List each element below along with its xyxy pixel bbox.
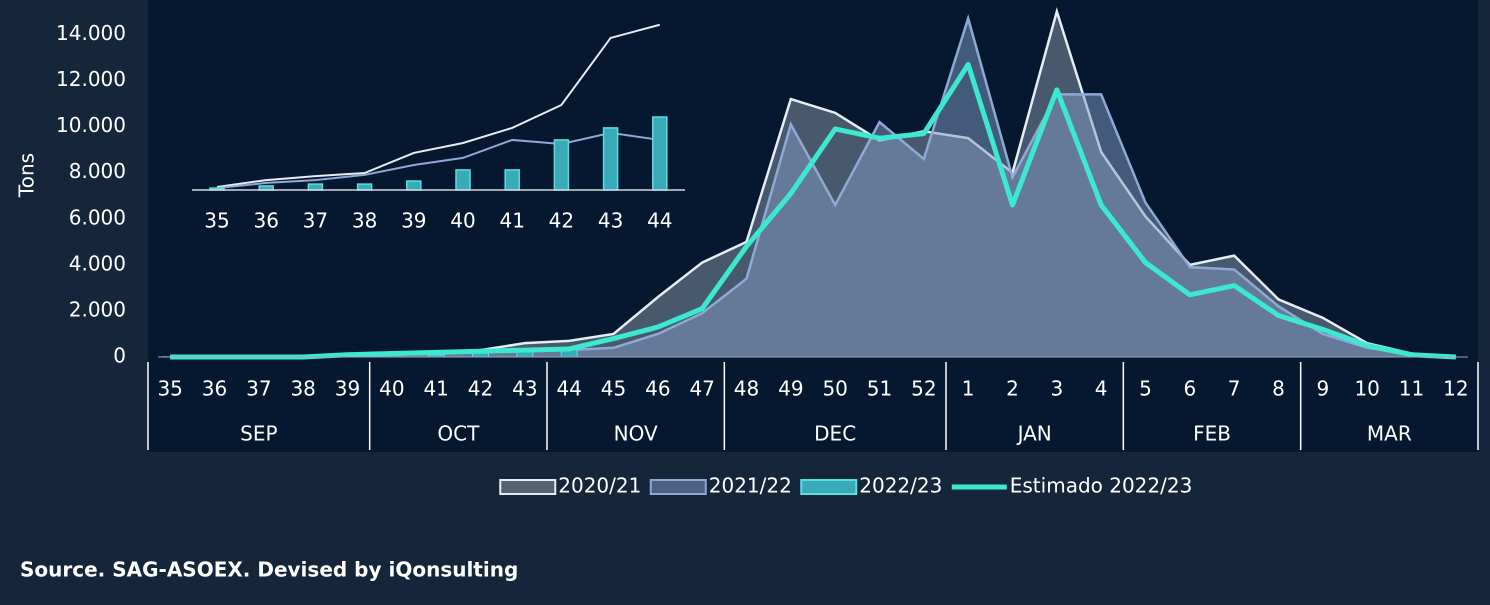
x-tick-label: 2 (1006, 377, 1019, 401)
x-tick-label: 44 (647, 209, 672, 233)
source-note: Source. SAG-ASOEX. Devised by iQonsultin… (20, 558, 518, 582)
x-group-label: NOV (614, 422, 658, 446)
x-tick-label: 8 (1272, 377, 1285, 401)
x-tick-label: 10 (1354, 377, 1379, 401)
x-tick-label: 45 (601, 377, 626, 401)
area-fill (170, 18, 1456, 357)
y-tick-label: 6.000 (69, 205, 126, 229)
x-group-label: OCT (437, 422, 480, 446)
x-group-label: JAN (1016, 422, 1052, 446)
y-tick-label: 4.000 (69, 251, 126, 275)
x-tick-label: 36 (202, 377, 227, 401)
y-tick-label: 0 (113, 344, 126, 368)
x-tick-label: 5 (1139, 377, 1152, 401)
x-tick-label: 37 (246, 377, 271, 401)
legend-swatch (499, 479, 557, 495)
bar (504, 169, 520, 191)
y-tick-label: 10.000 (56, 113, 126, 137)
x-group-label: SEP (240, 422, 277, 446)
x-tick-label: 9 (1316, 377, 1329, 401)
x-group-label: DEC (814, 422, 856, 446)
x-tick-label: 43 (512, 377, 537, 401)
bar (356, 183, 373, 191)
line (216, 23, 661, 188)
legend-swatch (800, 479, 858, 495)
x-tick-label: 6 (1183, 377, 1196, 401)
x-tick-label: 41 (499, 209, 524, 233)
x-tick-label: 12 (1443, 377, 1468, 401)
x-group-label: FEB (1193, 422, 1231, 446)
bar (652, 116, 668, 191)
x-tick-label: 42 (468, 377, 493, 401)
y-tick-label: 12.000 (56, 67, 126, 91)
x-tick-label: 46 (645, 377, 670, 401)
x-tick-label: 35 (204, 209, 229, 233)
bar (602, 127, 619, 191)
legend-label: Estimado 2022/23 (1010, 474, 1193, 498)
x-tick-label: 37 (303, 209, 328, 233)
line (170, 61, 1456, 360)
x-tick-label: 48 (734, 377, 759, 401)
bar (307, 183, 324, 191)
bar (455, 169, 471, 191)
line (216, 131, 660, 190)
x-tick-label: 42 (549, 209, 574, 233)
x-tick-label: 38 (290, 377, 315, 401)
x-tick-label: 36 (253, 209, 278, 233)
y-tick-label: 8.000 (69, 159, 126, 183)
x-tick-label: 39 (401, 209, 426, 233)
x-tick-label: 4 (1095, 377, 1108, 401)
x-tick-label: 40 (379, 377, 404, 401)
bar (553, 139, 570, 191)
x-tick-label: 40 (450, 209, 475, 233)
x-tick-label: 49 (778, 377, 803, 401)
x-tick-label: 11 (1399, 377, 1424, 401)
legend-label: 2021/22 (709, 474, 792, 498)
x-tick-label: 3 (1050, 377, 1063, 401)
legend-label: 2020/21 (558, 474, 641, 498)
x-tick-label: 35 (157, 377, 182, 401)
bar (406, 180, 422, 191)
x-tick-label: 7 (1228, 377, 1241, 401)
x-tick-label: 44 (556, 377, 581, 401)
y-axis-label: Tons (15, 153, 39, 198)
x-tick-label: 47 (689, 377, 714, 401)
x-tick-label: 1 (962, 377, 975, 401)
x-tick-label: 39 (335, 377, 360, 401)
x-tick-label: 41 (423, 377, 448, 401)
y-tick-label: 14.000 (56, 21, 126, 45)
x-tick-label: 51 (867, 377, 892, 401)
y-tick-label: 2.000 (69, 297, 126, 321)
legend-label: 2022/23 (859, 474, 942, 498)
x-tick-label: 50 (822, 377, 847, 401)
x-tick-label: 52 (911, 377, 936, 401)
x-tick-label: 38 (352, 209, 377, 233)
legend-swatch (649, 479, 707, 495)
x-group-label: MAR (1367, 422, 1412, 446)
x-tick-label: 43 (598, 209, 623, 233)
